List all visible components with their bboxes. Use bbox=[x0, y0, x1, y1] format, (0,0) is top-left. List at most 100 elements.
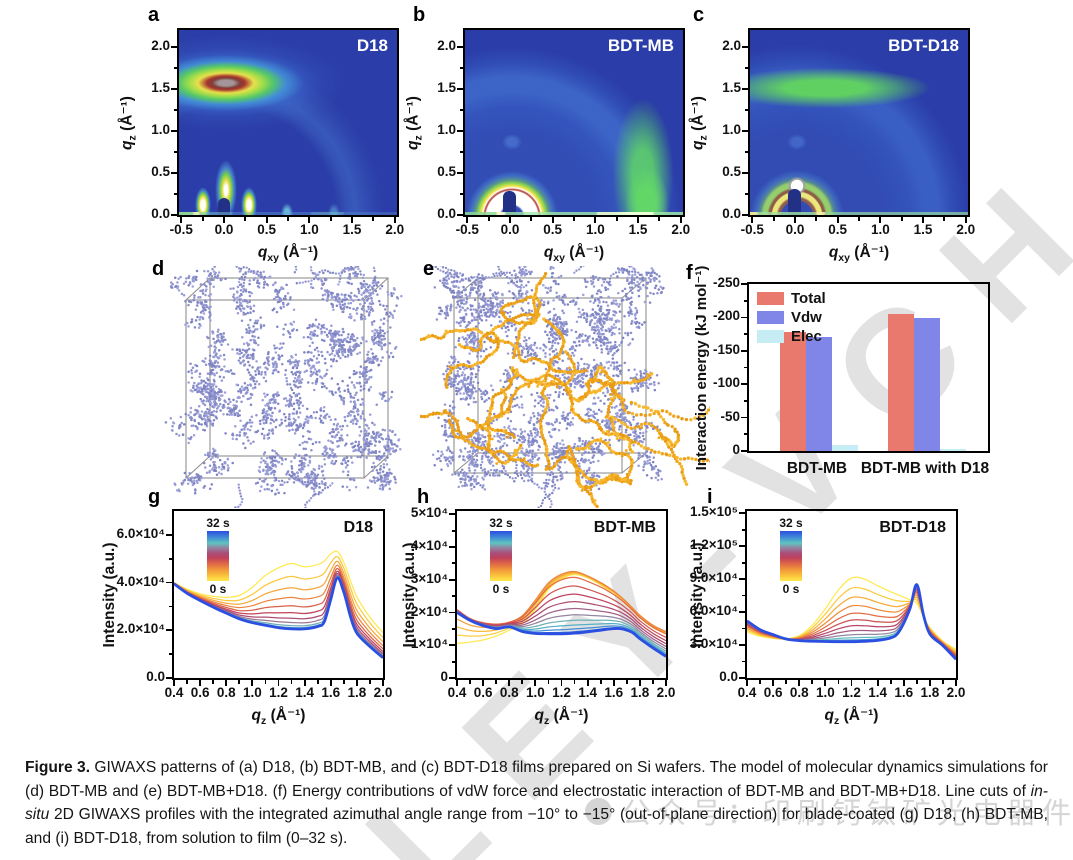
y-tick-mark bbox=[743, 299, 747, 302]
x-tick-mark bbox=[180, 217, 183, 223]
panel-letter-i: i bbox=[707, 486, 713, 508]
x-tick-mark bbox=[329, 680, 332, 686]
x-tick-label: 1.5 bbox=[342, 222, 362, 237]
y-tick-label: -50 bbox=[720, 408, 740, 424]
x-tick-label: 2.0 bbox=[373, 685, 393, 700]
panel-letter-c: c bbox=[693, 4, 705, 26]
x-tick-label: 1.5 bbox=[913, 222, 933, 237]
y-tick-mark bbox=[168, 605, 172, 608]
x-tick-mark bbox=[534, 680, 537, 686]
x-tick-mark bbox=[858, 217, 860, 221]
x-tick-label: -0.5 bbox=[169, 222, 193, 237]
colorbar-bottom-label: 0 s bbox=[782, 582, 800, 596]
x-tick-mark bbox=[547, 680, 550, 684]
colorbar-top-label: 32 s bbox=[489, 516, 513, 530]
colorbar-gradient bbox=[780, 531, 802, 581]
x-tick-label: 0.0 bbox=[785, 222, 805, 237]
y-axis-label-interaction-energy: Interaction energy (kJ mol⁻¹) bbox=[693, 265, 710, 470]
x-tick-mark bbox=[837, 680, 840, 684]
y-tick-mark bbox=[457, 46, 463, 48]
y-tick-mark bbox=[168, 557, 172, 560]
x-tick-label: 1.4 bbox=[868, 685, 888, 700]
beamstop-shadow bbox=[218, 198, 230, 215]
y-tick-label: 2.0×10⁴ bbox=[116, 621, 165, 637]
y-tick-mark bbox=[739, 677, 745, 679]
y-tick-label: -100 bbox=[712, 375, 740, 391]
y-tick-mark bbox=[741, 561, 745, 564]
y-tick-mark bbox=[449, 611, 455, 614]
panel-letter-f: f bbox=[686, 262, 693, 284]
y-tick-mark bbox=[451, 562, 455, 565]
y-tick-mark bbox=[743, 400, 747, 402]
x-tick-label: 0.4 bbox=[164, 685, 184, 700]
x-tick-mark bbox=[955, 680, 957, 686]
x-tick-mark bbox=[351, 217, 353, 223]
y-tick-mark bbox=[741, 450, 747, 452]
legend-item: Elec bbox=[757, 327, 826, 346]
x-tick-mark bbox=[638, 680, 641, 686]
x-tick-mark bbox=[772, 217, 775, 221]
y-tick-mark bbox=[171, 130, 177, 132]
x-tick-mark bbox=[751, 217, 754, 223]
y-tick-mark bbox=[173, 193, 177, 195]
x-tick-mark bbox=[824, 680, 827, 686]
y-tick-mark bbox=[739, 545, 745, 548]
x-tick-mark bbox=[889, 680, 892, 684]
legend-swatch-elec bbox=[757, 330, 784, 343]
watermark-logo-icon bbox=[585, 797, 612, 825]
y-tick-label: 0.0 bbox=[437, 206, 456, 221]
time-colorbar: 32 s 0 s bbox=[769, 516, 813, 596]
x-tick-label: 0.5 bbox=[828, 222, 848, 237]
y-tick-mark bbox=[449, 513, 455, 516]
x-tick-label: 1.0 bbox=[870, 222, 890, 237]
x-tick-label: 1.2 bbox=[842, 685, 861, 700]
y-tick-label: 2.0 bbox=[151, 38, 170, 53]
y-tick-mark bbox=[457, 130, 463, 132]
x-tick-label: 0.4 bbox=[737, 685, 757, 700]
x-tick-label: 0.5 bbox=[543, 222, 563, 237]
y-tick-mark bbox=[166, 629, 172, 632]
qz-symbol: q bbox=[689, 139, 707, 150]
x-tick-mark bbox=[495, 680, 498, 684]
line-plot-area: 32 s 0 s BDT-MB bbox=[455, 509, 668, 680]
x-tick-label: 0.0 bbox=[500, 222, 520, 237]
x-tick-mark bbox=[915, 680, 918, 684]
x-tick-mark bbox=[212, 680, 215, 684]
legend-swatch-total bbox=[757, 292, 784, 305]
y-tick-label: 9.0×10⁴ bbox=[689, 570, 738, 586]
bar-elec-2 bbox=[940, 449, 966, 451]
y-tick-mark bbox=[739, 611, 745, 613]
x-tick-label: 1.0 bbox=[815, 685, 835, 700]
y-axis-label-intensity: Intensity (a.u.) bbox=[689, 541, 706, 648]
bar-plot-area: Total Vdw Elec bbox=[747, 282, 990, 453]
legend-label: Elec bbox=[791, 328, 822, 345]
x-tick-label: 0.6 bbox=[190, 685, 210, 700]
x-tick-label: 1.2 bbox=[269, 685, 288, 700]
y-tick-mark bbox=[741, 383, 747, 386]
y-tick-label: 2.0 bbox=[722, 38, 741, 53]
x-tick-mark bbox=[308, 217, 311, 223]
profile-curve bbox=[173, 567, 384, 650]
x-tick-mark bbox=[372, 217, 375, 221]
x-tick-mark bbox=[943, 217, 946, 221]
x-tick-label: 1.2 bbox=[552, 685, 571, 700]
x-tick-mark bbox=[329, 217, 332, 221]
figure-caption: Figure 3. GIWAXS patterns of (a) D18, (b… bbox=[25, 756, 1048, 851]
x-tick-label: 2.0 bbox=[656, 685, 676, 700]
x-tick-mark bbox=[509, 217, 511, 223]
y-tick-mark bbox=[166, 581, 172, 584]
y-tick-mark bbox=[741, 283, 747, 285]
y-axis-label-qz: qz (Å⁻¹) bbox=[403, 96, 424, 150]
bar-total-2 bbox=[888, 314, 914, 451]
y-axis-label-intensity: Intensity (a.u.) bbox=[401, 541, 418, 648]
y-tick-label: -250 bbox=[712, 275, 740, 290]
map-title: BDT-D18 bbox=[888, 36, 959, 55]
category-label: BDT-MB with D18 bbox=[860, 460, 990, 477]
x-axis-label-qz: qz (Å⁻¹) bbox=[172, 706, 385, 727]
profile-curve bbox=[173, 560, 384, 643]
y-tick-label: 0.0 bbox=[719, 669, 738, 684]
line-plot-area: 32 s 0 s BDT-D18 bbox=[745, 509, 958, 680]
panel-h-linecuts-bdtmb: h Intensity (a.u.) 32 s 0 s BDT-MB qz (Å… bbox=[401, 486, 675, 727]
qz-subscript: z bbox=[697, 134, 710, 140]
y-tick-label: 3.0×10⁴ bbox=[689, 636, 738, 652]
